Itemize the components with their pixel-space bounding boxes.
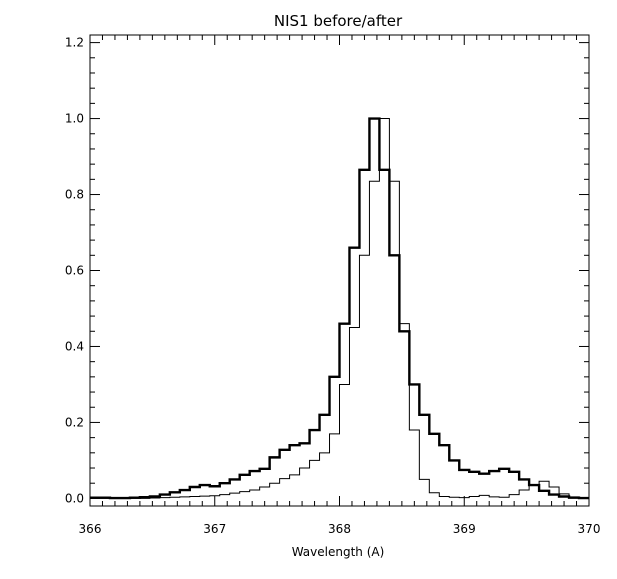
x-tick-label: 366 (79, 522, 102, 536)
y-tick-label: 0.2 (65, 415, 84, 429)
series-line-thin (90, 118, 589, 499)
series-line-thick (90, 117, 589, 500)
plot-frame (89, 34, 590, 507)
axis-ticks (89, 35, 590, 506)
y-tick-label: 0.6 (65, 264, 84, 278)
chart-title: NIS1 before/after (274, 12, 403, 30)
y-tick-label: 0.0 (65, 491, 84, 505)
axis-tick-labels: 366 367 368 369 370 0.0 0.2 0.4 0.6 0.8 1.0 1.2 (65, 36, 601, 536)
y-tick-label: 1.2 (65, 36, 84, 50)
x-axis-label: Wavelength (A) (292, 545, 385, 559)
x-tick-label: 370 (578, 522, 601, 536)
y-tick-label: 1.0 (65, 112, 84, 126)
x-tick-label: 368 (328, 522, 351, 536)
x-tick-label: 367 (203, 522, 226, 536)
y-tick-label: 0.8 (65, 188, 84, 202)
x-tick-label: 369 (453, 522, 476, 536)
y-tick-label: 0.4 (65, 339, 84, 353)
series-group (90, 117, 589, 500)
